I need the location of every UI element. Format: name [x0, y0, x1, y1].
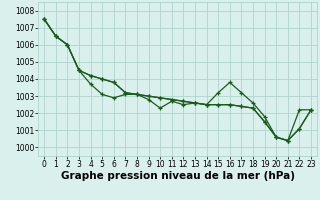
X-axis label: Graphe pression niveau de la mer (hPa): Graphe pression niveau de la mer (hPa) — [60, 171, 295, 181]
